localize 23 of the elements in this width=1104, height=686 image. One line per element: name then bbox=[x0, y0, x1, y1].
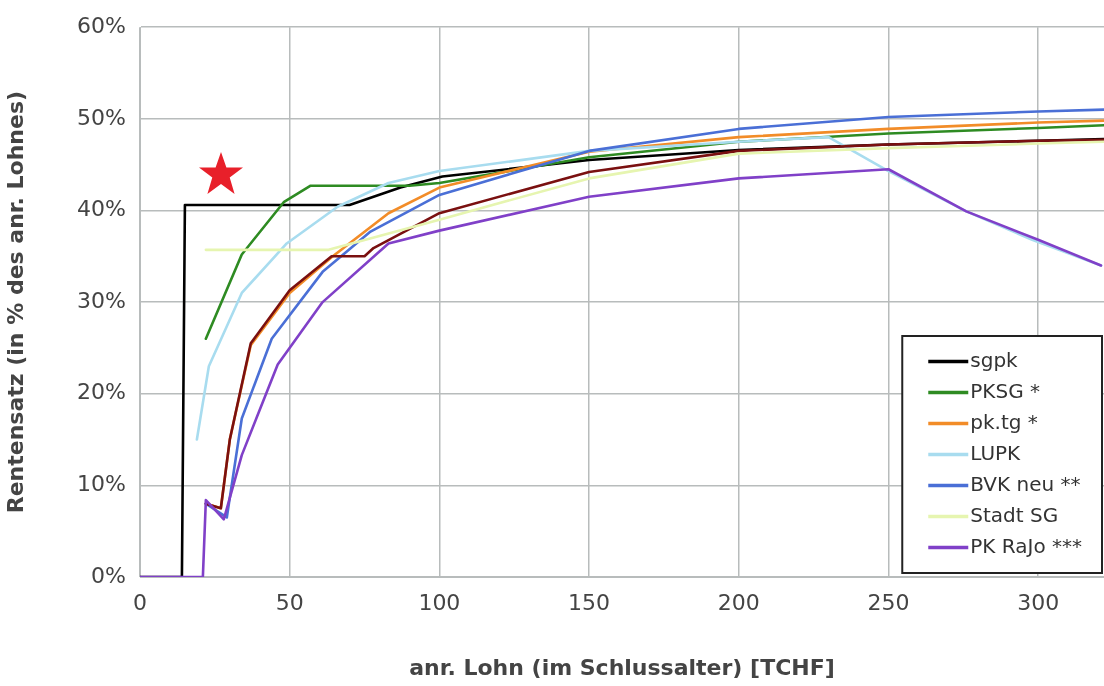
legend-label: PK RaJo *** bbox=[970, 533, 1083, 558]
y-tick-label: 0% bbox=[91, 562, 126, 588]
x-tick-label: 100 bbox=[418, 589, 461, 615]
y-tick-label: 20% bbox=[77, 379, 126, 405]
legend-label: PKSG * bbox=[970, 378, 1040, 403]
legend-label: Stadt SG bbox=[970, 502, 1059, 527]
x-tick-label: 0 bbox=[133, 589, 147, 615]
legend-label: BVK neu ** bbox=[970, 471, 1081, 496]
legend-label: LUPK bbox=[970, 440, 1022, 465]
x-tick-label: 300 bbox=[1017, 589, 1060, 615]
y-tick-label: 30% bbox=[77, 287, 126, 313]
x-tick-label: 50 bbox=[275, 589, 304, 615]
x-tick-label: 150 bbox=[568, 589, 611, 615]
x-tick-label: 200 bbox=[717, 589, 760, 615]
x-axis-title: anr. Lohn (im Schlussalter) [TCHF] bbox=[409, 654, 835, 680]
legend-label: pk.tg * bbox=[970, 409, 1038, 434]
y-tick-label: 40% bbox=[77, 196, 126, 222]
y-tick-label: 10% bbox=[77, 471, 126, 497]
legend-label: sgpk bbox=[970, 347, 1019, 372]
x-tick-label: 250 bbox=[867, 589, 910, 615]
y-axis-title: Rentensatz (in % des anr. Lohnes) bbox=[2, 90, 28, 514]
y-tick-label: 50% bbox=[77, 104, 126, 130]
y-tick-label: 60% bbox=[77, 12, 126, 38]
